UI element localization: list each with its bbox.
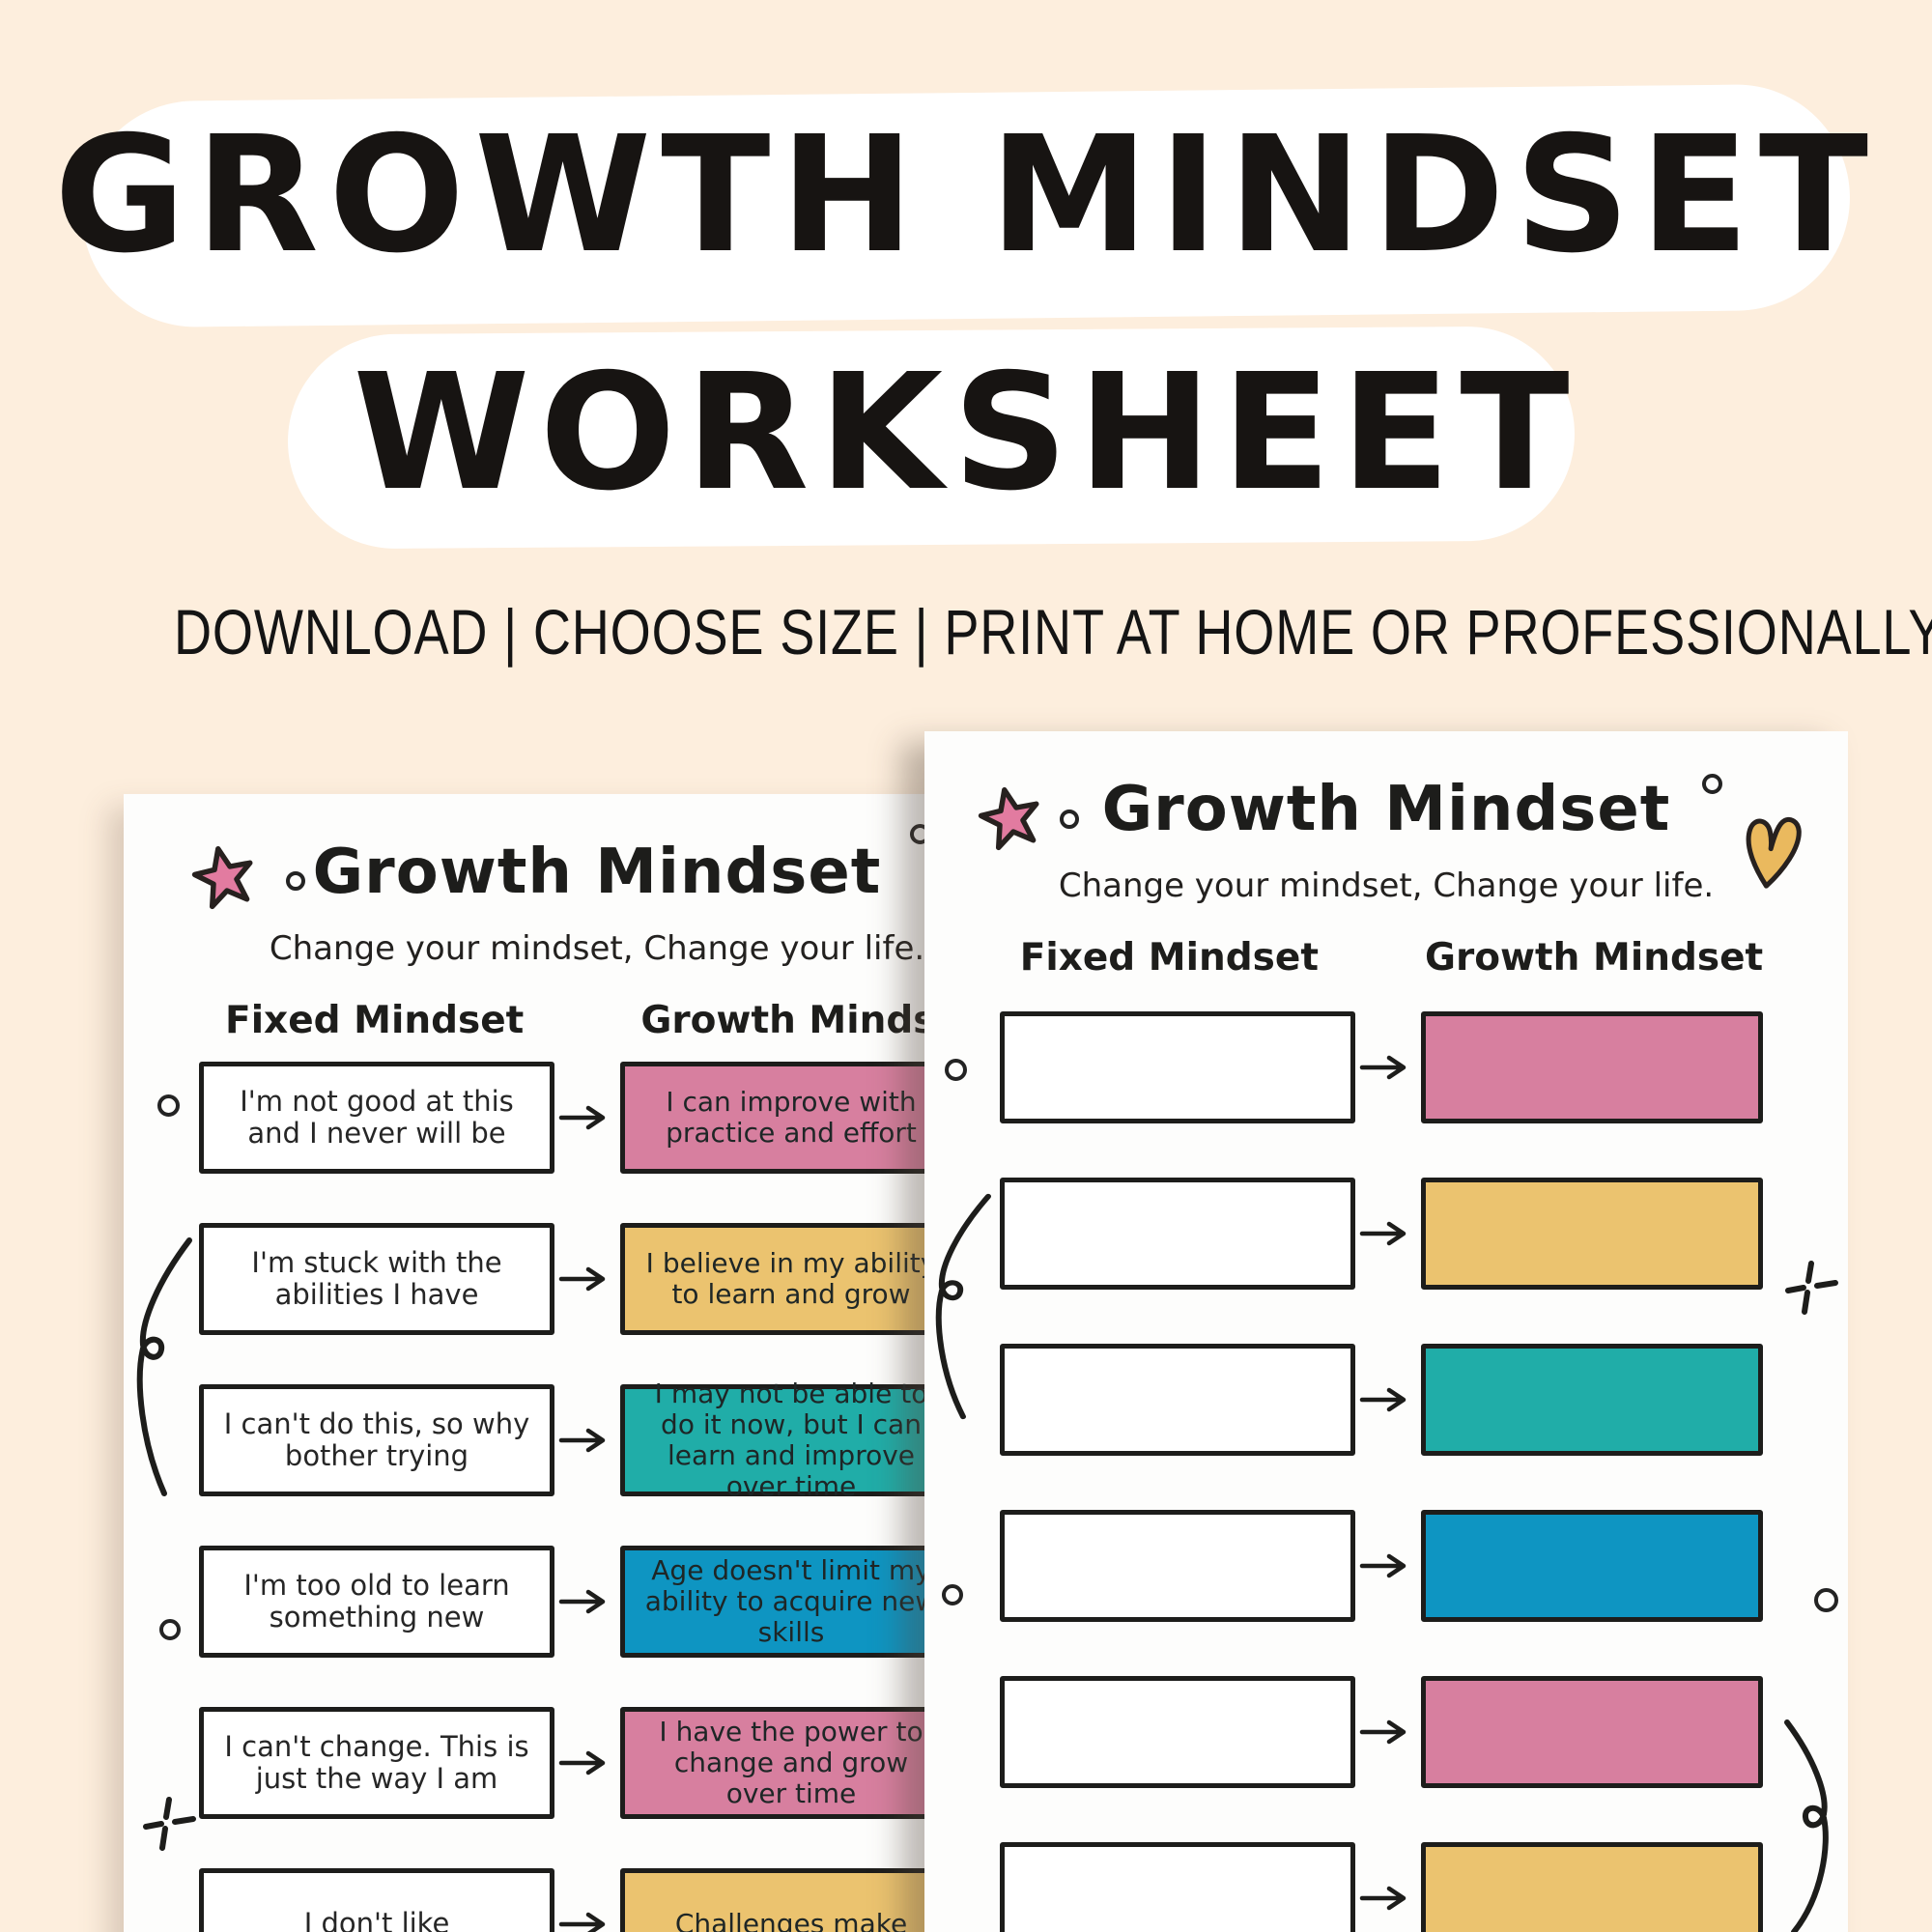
arrow-icon [1359,1055,1411,1080]
fixed-mindset-box: I can't do this, so why bother trying [199,1384,554,1496]
worksheet-title: Growth Mindset [312,837,882,908]
fixed-mindset-box: I'm too old to learn something new [199,1546,554,1658]
heart-icon [1731,803,1810,897]
worksheet-row [924,1510,1848,1622]
star-icon [185,838,264,917]
circle-doodle [1702,774,1722,794]
worksheet-row [924,1178,1848,1290]
worksheet-row: I don't like Challenges make [124,1868,1070,1932]
growth-mindset-box [1421,1510,1763,1622]
arrow-icon [1359,1719,1411,1745]
growth-mindset-box: Age doesn't limit my ability to acquire … [620,1546,962,1658]
worksheet-row [924,1842,1848,1932]
growth-mindset-box: I can improve with practice and effort [620,1062,962,1174]
circle-doodle [1060,810,1079,829]
growth-mindset-box: I have the power to change and grow over… [620,1707,962,1819]
arrow-icon [1359,1553,1411,1578]
fixed-mindset-box [1000,1178,1355,1290]
arrow-icon [558,1105,611,1130]
circle-doodle [286,871,305,891]
column-header-growth-mindset: Growth Mindset [1424,936,1764,980]
circle-doodle [1814,1588,1838,1612]
arrow-icon [558,1589,611,1614]
fixed-mindset-box: I'm stuck with the abilities I have [199,1223,554,1335]
worksheet-row: I can't do this, so why bother trying I … [124,1378,1070,1502]
squiggle-doodle [932,1193,994,1420]
growth-mindset-box: I believe in my ability to learn and gro… [620,1223,962,1335]
column-header-fixed-mindset: Fixed Mindset [1019,936,1319,980]
fixed-mindset-box [1000,1676,1355,1788]
circle-doodle [159,1619,181,1640]
plus-doodle [143,1797,197,1851]
worksheet-rows: I'm not good at this and I never will be… [124,794,1070,1932]
product-title-line-1: GROWTH MINDSET [53,102,1879,289]
worksheet-page-front: Growth Mindset Change your mindset, Chan… [924,731,1848,1932]
circle-doodle [157,1094,180,1117]
worksheet-subtitle: Change your mindset, Change your life. [1058,867,1715,905]
arrow-icon [1359,1221,1411,1246]
circle-doodle [942,1584,963,1605]
column-header-fixed-mindset: Fixed Mindset [225,999,525,1042]
growth-mindset-box [1421,1178,1763,1290]
growth-mindset-box [1421,1676,1763,1788]
fixed-mindset-box: I don't like [199,1868,554,1932]
arrow-icon [558,1912,611,1932]
worksheet-row [924,1344,1848,1456]
growth-mindset-box: Challenges make [620,1868,962,1932]
fixed-mindset-box: I can't change. This is just the way I a… [199,1707,554,1819]
star-icon [972,780,1050,858]
worksheet-page-back: Growth Mindset Change your mindset, Chan… [124,794,1070,1932]
arrow-icon [1359,1886,1411,1911]
plus-doodle [1785,1261,1839,1315]
worksheet-subtitle: Change your mindset, Change your life. [269,929,925,968]
column-header-growth-mindset: Growth Mindset [640,999,980,1042]
growth-mindset-box: I may not be able to do it now, but I ca… [620,1378,962,1502]
circle-doodle [945,1059,967,1081]
arrow-icon [1359,1387,1411,1412]
squiggle-doodle [1780,1719,1834,1932]
worksheet-title: Growth Mindset [1101,774,1671,845]
fixed-mindset-box [1000,1510,1355,1622]
arrow-icon [558,1266,611,1292]
tagline: DOWNLOAD | CHOOSE SIZE | PRINT AT HOME O… [174,596,1932,668]
squiggle-doodle [133,1236,195,1497]
worksheet-row [924,1676,1848,1788]
arrow-icon [558,1750,611,1776]
fixed-mindset-box [1000,1344,1355,1456]
fixed-mindset-box: I'm not good at this and I never will be [199,1062,554,1174]
arrow-icon [558,1428,611,1453]
column-headers: Fixed Mindset Growth Mindset [924,936,1848,984]
worksheet-row: I'm not good at this and I never will be… [124,1062,1070,1174]
worksheet-row: I'm stuck with the abilities I have I be… [124,1223,1070,1335]
worksheet-rows [924,731,1848,1932]
worksheet-row [924,1011,1848,1123]
growth-mindset-box [1421,1842,1763,1932]
column-headers: Fixed Mindset Growth Mindset [124,999,1070,1047]
fixed-mindset-box [1000,1842,1355,1932]
fixed-mindset-box [1000,1011,1355,1123]
worksheet-row: I can't change. This is just the way I a… [124,1707,1070,1819]
growth-mindset-box [1421,1011,1763,1123]
growth-mindset-box [1421,1344,1763,1456]
worksheet-row: I'm too old to learn something new Age d… [124,1546,1070,1658]
product-title-line-2: WORKSHEET [353,340,1579,526]
